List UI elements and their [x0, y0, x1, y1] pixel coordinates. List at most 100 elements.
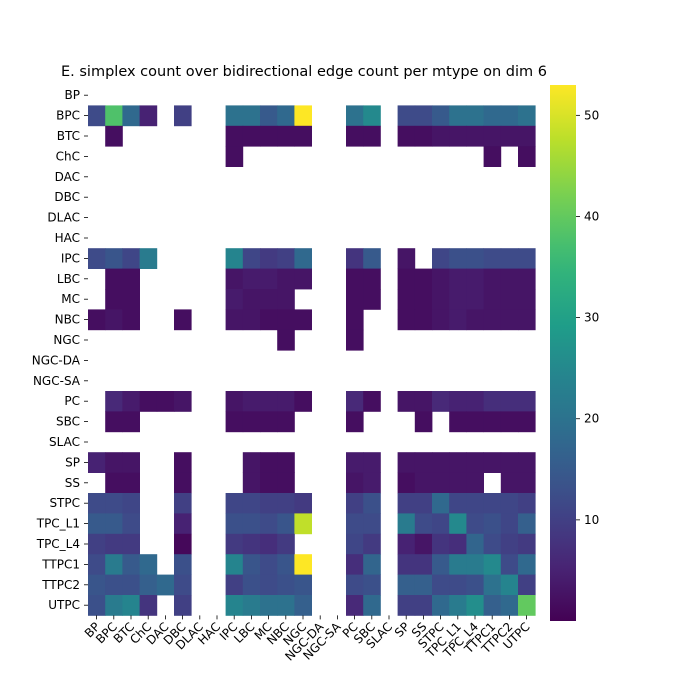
heatmap-cell: [242, 452, 261, 473]
heatmap-cell: [432, 309, 450, 331]
heatmap-cell: [294, 268, 312, 290]
heatmap-cell: [277, 554, 295, 575]
heatmap-cell: [397, 472, 416, 494]
heatmap-cell: [346, 533, 364, 555]
heatmap-cell: [483, 268, 502, 290]
heatmap-cell: [466, 554, 484, 575]
colorbar-tick-label: 40: [584, 209, 599, 223]
heatmap-cell: [277, 411, 295, 433]
heatmap-cell: [242, 554, 261, 575]
heatmap-cell: [225, 105, 244, 127]
heatmap-cell: [294, 105, 312, 127]
row-tick-label: NBC: [55, 313, 80, 327]
heatmap-cell: [483, 595, 502, 616]
heatmap-cell: [483, 146, 502, 167]
heatmap-cell: [88, 493, 106, 514]
heatmap-cell: [518, 309, 536, 331]
heatmap-cell: [363, 554, 381, 575]
heatmap-cell: [294, 574, 312, 596]
heatmap-cell: [225, 554, 244, 575]
row-tick-label: MC: [61, 292, 80, 306]
row-labels: BP BPC BTC ChC DAC DBC DLAC HAC IPC LBC MC NBC NGC NG…: [32, 88, 88, 612]
heatmap-cell: [483, 125, 502, 147]
heatmap-cell: [466, 493, 484, 514]
row-tick-label: BTC: [57, 129, 80, 143]
heatmap-cell: [242, 472, 261, 494]
heatmap-cell: [363, 493, 381, 514]
heatmap-cell: [518, 452, 536, 473]
row-tick-label: BP: [65, 88, 80, 102]
heatmap-cell: [466, 289, 484, 310]
heatmap-cell: [242, 289, 261, 310]
heatmap-cell: [449, 105, 467, 127]
heatmap-cell: [260, 513, 278, 535]
heatmap-cell: [518, 146, 536, 167]
heatmap-cell: [414, 513, 433, 535]
heatmap-cell: [277, 513, 295, 535]
heatmap-cell: [414, 533, 433, 555]
column-labels: BPBPCBTCChCDACDBCDLACHACIPCLBCMCNBCNGCNG…: [82, 615, 533, 664]
row-tick-label: TTPC1: [41, 557, 80, 571]
heatmap-cell: [414, 493, 433, 514]
heatmap-cell: [122, 472, 140, 494]
heatmap-cell: [260, 125, 278, 147]
heatmap-cell: [346, 513, 364, 535]
heatmap-cell: [432, 268, 450, 290]
heatmap-cell: [518, 493, 536, 514]
heatmap-cell: [122, 574, 140, 596]
heatmap-cell: [139, 248, 158, 269]
heatmap-cell: [174, 391, 192, 412]
heatmap-cell: [346, 574, 364, 596]
heatmap-cell: [518, 554, 536, 575]
heatmap-cell: [88, 595, 106, 616]
heatmap-cell: [397, 574, 416, 596]
heatmap-cell: [174, 105, 192, 127]
heatmap-cell: [225, 248, 244, 269]
heatmap-cell: [518, 391, 536, 412]
heatmap-cell: [174, 554, 192, 575]
heatmap-cell: [242, 309, 261, 331]
heatmap-cell: [346, 125, 364, 147]
heatmap-cell: [277, 391, 295, 412]
heatmap-cell: [225, 268, 244, 290]
heatmap-cell: [432, 391, 450, 412]
heatmap-cell: [466, 125, 484, 147]
heatmap-cell: [500, 125, 519, 147]
heatmap-cell: [518, 533, 536, 555]
colorbar-tick-label: 20: [584, 412, 599, 426]
heatmap-cell: [432, 289, 450, 310]
heatmap-cell: [346, 595, 364, 616]
heatmap-cell: [174, 452, 192, 473]
heatmap-cell: [139, 595, 158, 616]
heatmap-cell: [242, 105, 261, 127]
heatmap-cell: [414, 391, 433, 412]
row-tick-label: ChC: [56, 149, 80, 163]
heatmap-cell: [466, 533, 484, 555]
heatmap-cell: [363, 533, 381, 555]
heatmap-cell: [449, 125, 467, 147]
heatmap-cell: [88, 105, 106, 127]
heatmap-cell: [277, 595, 295, 616]
heatmap-cell: [346, 309, 364, 331]
heatmap-cell: [397, 248, 416, 269]
row-tick-label: TPC_L4: [36, 537, 80, 551]
heatmap-cell: [466, 105, 484, 127]
row-tick-label: NGC-SA: [33, 374, 81, 388]
heatmap-cell: [500, 513, 519, 535]
heatmap-cell: [432, 452, 450, 473]
heatmap-cell: [139, 105, 158, 127]
heatmap-cell: [122, 533, 140, 555]
heatmap-cell: [363, 268, 381, 290]
heatmap-cell: [414, 472, 433, 494]
heatmap-cell: [483, 493, 502, 514]
heatmap-cell: [105, 452, 123, 473]
heatmap-cell: [363, 472, 381, 494]
heatmap-cell: [88, 452, 106, 473]
heatmap-cell: [174, 574, 192, 596]
heatmap-cell: [88, 554, 106, 575]
heatmap-cell: [397, 452, 416, 473]
heatmap-cell: [122, 309, 140, 331]
heatmap-cell: [242, 411, 261, 433]
heatmap-cell: [483, 574, 502, 596]
heatmap-cell: [260, 533, 278, 555]
